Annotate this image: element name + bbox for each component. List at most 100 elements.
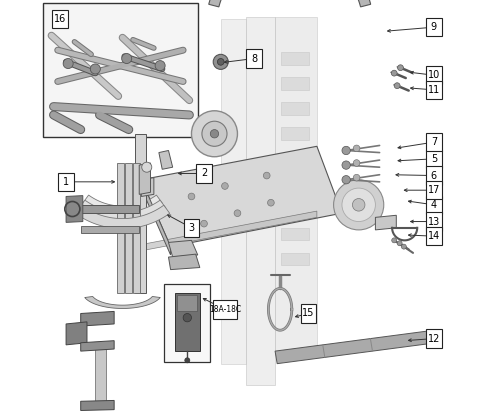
Circle shape <box>402 244 406 249</box>
Bar <box>282 178 308 190</box>
Polygon shape <box>376 215 396 230</box>
Polygon shape <box>159 150 172 169</box>
Polygon shape <box>133 163 140 293</box>
Bar <box>282 203 308 215</box>
Circle shape <box>342 188 376 222</box>
Circle shape <box>397 241 402 246</box>
Circle shape <box>268 199 274 206</box>
Circle shape <box>192 111 238 157</box>
Polygon shape <box>80 341 114 351</box>
Circle shape <box>122 54 132 64</box>
Polygon shape <box>80 400 114 410</box>
Polygon shape <box>142 146 342 247</box>
Circle shape <box>352 199 365 211</box>
FancyBboxPatch shape <box>426 150 442 168</box>
FancyBboxPatch shape <box>426 329 442 348</box>
FancyBboxPatch shape <box>426 212 442 231</box>
Bar <box>43 3 198 137</box>
FancyBboxPatch shape <box>212 300 238 319</box>
Text: 2: 2 <box>201 168 207 178</box>
Circle shape <box>63 59 73 69</box>
FancyBboxPatch shape <box>52 10 68 28</box>
FancyBboxPatch shape <box>426 81 442 99</box>
Circle shape <box>398 65 404 71</box>
Circle shape <box>213 54 228 69</box>
Circle shape <box>210 130 218 138</box>
FancyBboxPatch shape <box>184 219 200 237</box>
Circle shape <box>234 210 241 217</box>
FancyBboxPatch shape <box>196 164 212 183</box>
Text: 14: 14 <box>428 231 440 241</box>
Bar <box>282 127 308 140</box>
Polygon shape <box>82 195 162 216</box>
FancyBboxPatch shape <box>426 166 442 185</box>
Circle shape <box>342 161 350 169</box>
FancyBboxPatch shape <box>246 49 262 68</box>
Bar <box>282 52 308 65</box>
Polygon shape <box>79 200 166 222</box>
Bar <box>164 284 210 362</box>
Text: 4: 4 <box>431 200 437 210</box>
Circle shape <box>185 358 190 363</box>
Polygon shape <box>208 0 370 7</box>
Polygon shape <box>84 296 160 308</box>
Circle shape <box>394 83 400 89</box>
Bar <box>282 102 308 115</box>
Polygon shape <box>117 163 124 293</box>
Circle shape <box>264 172 270 179</box>
Text: 11: 11 <box>428 85 440 95</box>
Circle shape <box>222 183 228 189</box>
Polygon shape <box>142 211 317 251</box>
FancyBboxPatch shape <box>426 227 442 245</box>
Text: 18A-18C: 18A-18C <box>209 305 241 314</box>
Text: 7: 7 <box>431 137 437 147</box>
Text: 9: 9 <box>431 22 437 32</box>
Polygon shape <box>168 254 200 270</box>
Circle shape <box>90 64 101 74</box>
Polygon shape <box>96 349 106 405</box>
Polygon shape <box>275 330 436 364</box>
Polygon shape <box>142 178 154 196</box>
Circle shape <box>142 162 152 172</box>
Polygon shape <box>66 196 83 222</box>
Polygon shape <box>139 163 150 194</box>
Polygon shape <box>220 19 246 364</box>
FancyBboxPatch shape <box>426 133 442 151</box>
Text: 8: 8 <box>251 54 257 64</box>
Text: 16: 16 <box>54 14 66 24</box>
Bar <box>282 253 308 265</box>
Text: 12: 12 <box>428 334 440 344</box>
Bar <box>282 153 308 165</box>
Circle shape <box>342 176 350 184</box>
Circle shape <box>200 220 207 227</box>
Text: 13: 13 <box>428 217 440 227</box>
Bar <box>175 293 200 351</box>
Circle shape <box>353 145 360 152</box>
Polygon shape <box>80 311 114 326</box>
Circle shape <box>188 193 195 200</box>
Circle shape <box>155 61 165 71</box>
Bar <box>177 295 197 311</box>
Bar <box>282 228 308 240</box>
Text: 10: 10 <box>428 70 440 80</box>
Polygon shape <box>168 240 198 257</box>
FancyBboxPatch shape <box>426 18 442 36</box>
Text: 17: 17 <box>428 185 440 195</box>
Circle shape <box>392 238 396 243</box>
FancyBboxPatch shape <box>58 173 74 191</box>
Polygon shape <box>246 17 275 385</box>
Circle shape <box>218 59 224 65</box>
FancyBboxPatch shape <box>426 181 442 199</box>
Text: 15: 15 <box>302 308 314 319</box>
Circle shape <box>392 70 397 76</box>
Polygon shape <box>135 134 145 293</box>
Polygon shape <box>80 205 139 213</box>
Polygon shape <box>80 226 139 233</box>
Circle shape <box>342 146 350 155</box>
Polygon shape <box>126 163 132 293</box>
Polygon shape <box>275 17 317 355</box>
Text: 3: 3 <box>188 223 194 233</box>
Circle shape <box>202 121 227 146</box>
Polygon shape <box>76 205 170 229</box>
FancyBboxPatch shape <box>300 304 316 323</box>
